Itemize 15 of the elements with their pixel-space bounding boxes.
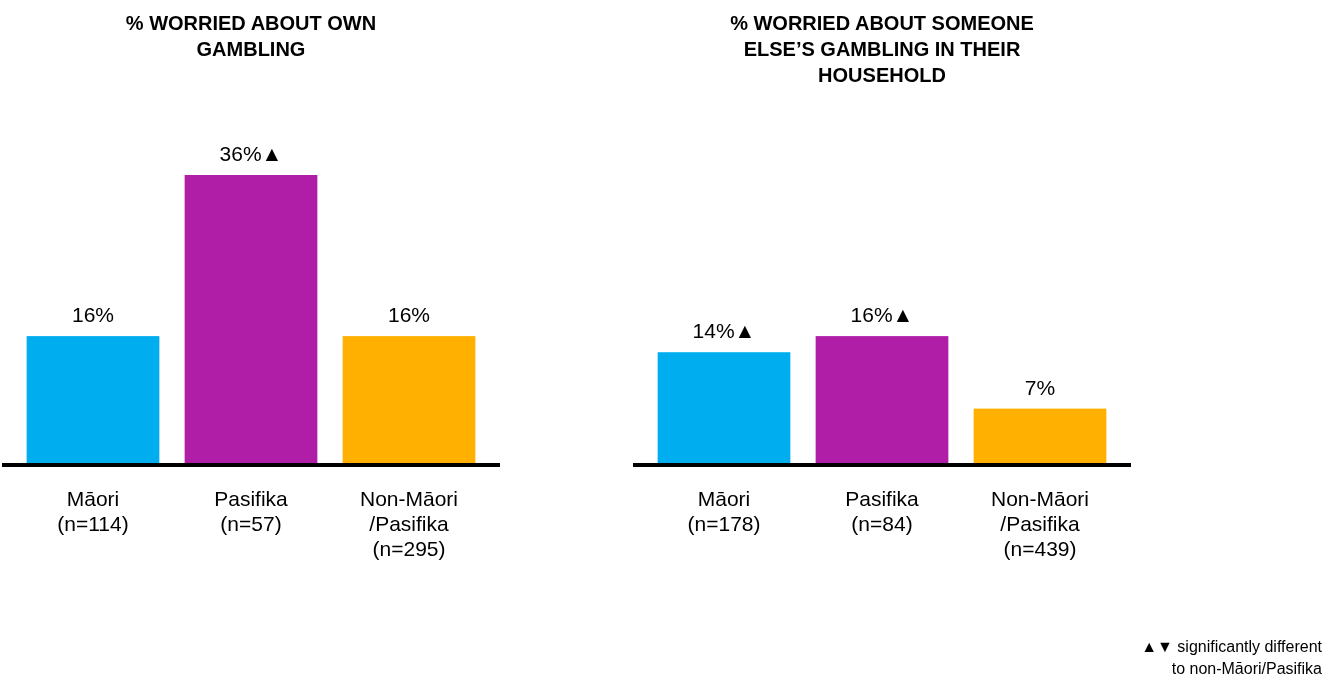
chart-title: % WORRIED ABOUT OWN GAMBLING bbox=[125, 12, 377, 60]
x-tick-label: Māori (n=178) bbox=[687, 487, 761, 535]
data-label: 16%▲ bbox=[850, 303, 914, 327]
chart-title: % WORRIED ABOUT SOMEONE ELSE’S GAMBLING IN THEIR HOUSEHOLD bbox=[730, 12, 1034, 86]
x-tick-label: Pasifika (n=84) bbox=[845, 487, 920, 535]
data-label: 36%▲ bbox=[219, 142, 283, 165]
x-tick-label: Pasifika (n=57) bbox=[214, 487, 289, 535]
data-label: 7% bbox=[1024, 375, 1056, 399]
x-tick-label: Non-Māori /Pasifika (n=295) bbox=[359, 487, 459, 560]
data-label: 16% bbox=[387, 303, 431, 327]
text: ▲▼ significantly different to non-Māori/Pasifika bbox=[1141, 638, 1323, 677]
x-tick-label: Māori (n=114) bbox=[57, 487, 129, 535]
x-tick-label: Non-Māori /Pasifika (n=439) bbox=[990, 487, 1090, 560]
data-label: 14%▲ bbox=[692, 319, 756, 343]
data-label: 16% bbox=[71, 303, 115, 327]
